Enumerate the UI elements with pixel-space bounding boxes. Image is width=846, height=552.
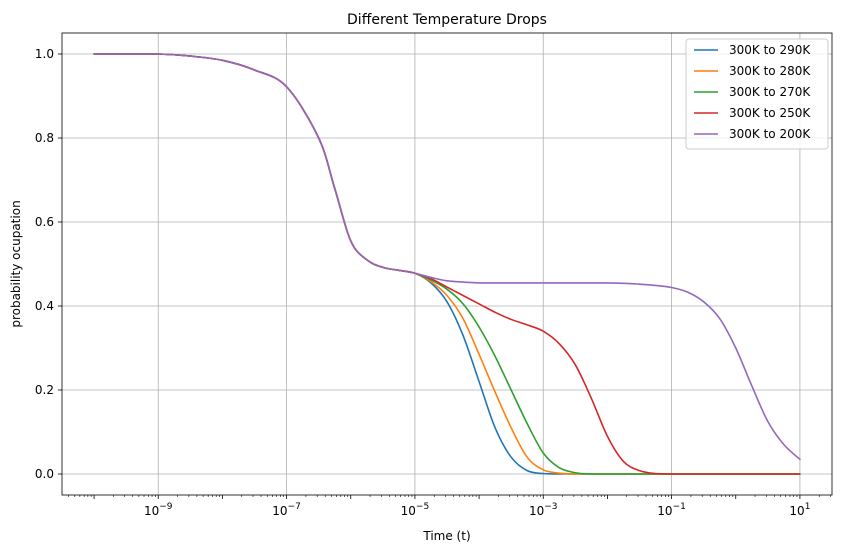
y-tick-label: 1.0 — [35, 47, 54, 61]
y-tick-label: 0.8 — [35, 131, 54, 145]
legend-label: 300K to 280K — [729, 64, 811, 78]
x-tick-exponent: −5 — [416, 502, 429, 512]
x-tick-base: 10 — [789, 504, 804, 518]
x-tick-base: 10 — [657, 504, 672, 518]
x-tick-base: 10 — [529, 504, 544, 518]
y-tick-label: 0.0 — [35, 467, 54, 481]
legend: 300K to 290K 300K to 280K 300K to 270K 300K… — [685, 38, 829, 150]
x-tick-exponent: −7 — [288, 502, 301, 512]
x-tick-base: 10 — [401, 504, 416, 518]
x-axis-title: Time (t) — [422, 529, 470, 543]
legend-label: 300K to 290K — [729, 43, 811, 57]
x-tick-label: 10−3 — [529, 502, 558, 518]
x-tick-label: 10−1 — [657, 502, 686, 518]
x-tick-exponent: −9 — [159, 502, 173, 512]
chart-title: Different Temperature Drops — [347, 12, 547, 28]
x-tick-label: 10−5 — [401, 502, 430, 518]
x-tick-exponent: 1 — [805, 502, 811, 512]
legend-box — [685, 38, 829, 150]
x-axis-ticks: 10−9 10−7 10−5 10−3 10−1 101 — [68, 495, 831, 518]
x-tick-exponent: −1 — [673, 502, 686, 512]
x-tick-base: 10 — [144, 504, 159, 518]
x-tick-base: 10 — [272, 504, 287, 518]
plot-frame — [61, 32, 833, 496]
x-tick-label: 10−7 — [272, 502, 301, 518]
legend-label: 300K to 270K — [729, 85, 811, 99]
x-tick-exponent: −3 — [544, 502, 557, 512]
y-axis-ticks: 0.0 0.2 0.4 0.6 0.8 1.0 — [35, 47, 62, 481]
x-tick-label: 10−9 — [144, 502, 173, 518]
series-line-5 — [93, 53, 801, 461]
x-tick-label: 101 — [789, 502, 810, 518]
legend-label: 300K to 200K — [729, 127, 811, 141]
series-layer — [93, 53, 801, 475]
y-tick-label: 0.6 — [35, 215, 54, 229]
y-axis-title: probability ocupation — [9, 200, 23, 327]
y-tick-label: 0.4 — [35, 299, 54, 313]
y-tick-label: 0.2 — [35, 383, 54, 397]
legend-label: 300K to 250K — [729, 106, 811, 120]
